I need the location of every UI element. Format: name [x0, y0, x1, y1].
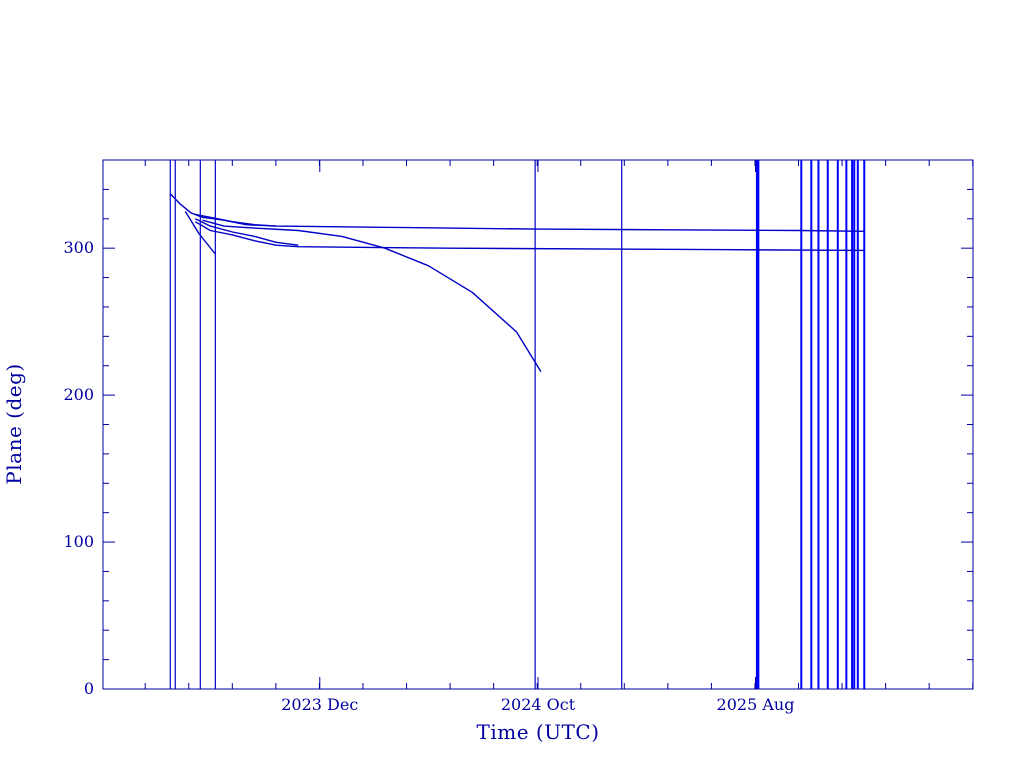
y-tick-label: 300 [63, 238, 94, 257]
series-line [184, 211, 216, 255]
series-line [195, 213, 277, 227]
x-tick-label: 2025 Aug [717, 695, 795, 714]
y-tick-label: 0 [84, 679, 94, 698]
series-line [194, 218, 299, 246]
y-tick-label: 200 [63, 385, 94, 404]
x-tick-label: 2024 Oct [501, 695, 576, 714]
series-line [194, 221, 865, 252]
y-axis-title: Plane (deg) [2, 363, 26, 484]
plot-layer [169, 160, 866, 689]
plot-frame [102, 159, 974, 690]
y-tick-label: 100 [63, 532, 94, 551]
series-line [202, 219, 542, 372]
x-axis-title: Time (UTC) [477, 720, 600, 744]
tick-layer: 0 100 200 300 2023 Dec 2024 Oct 2025 Aug [63, 159, 974, 714]
x-tick-label: 2023 Dec [281, 695, 358, 714]
